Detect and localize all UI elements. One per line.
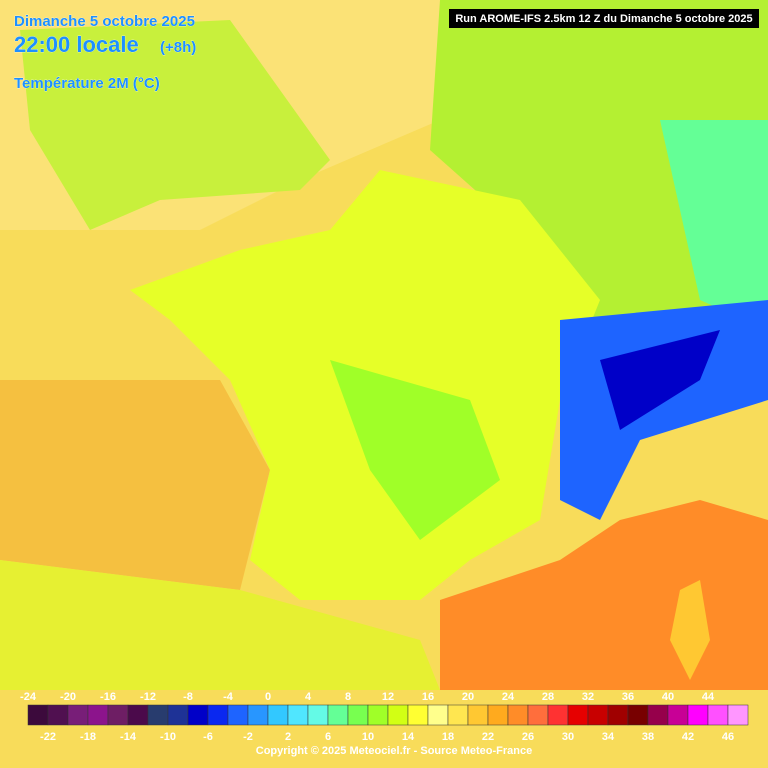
legend-label: -6	[203, 731, 213, 743]
legend-label: 22	[482, 731, 494, 743]
legend-swatch	[407, 704, 429, 726]
legend-label: 14	[402, 731, 415, 743]
legend-label: 46	[722, 731, 734, 743]
legend-swatch	[247, 704, 269, 726]
legend-swatch	[427, 704, 449, 726]
legend-label: 18	[442, 731, 454, 743]
legend-swatch	[587, 704, 609, 726]
legend-swatch	[527, 704, 549, 726]
legend-label: 16	[422, 691, 434, 703]
legend-swatch	[727, 704, 749, 726]
alps-core	[600, 330, 720, 430]
legend-label: 4	[305, 691, 312, 703]
legend-swatch	[227, 704, 249, 726]
legend-swatch	[207, 704, 229, 726]
legend: -24-22-20-18-16-14-12-10-8-6-4-202468101…	[20, 691, 749, 743]
legend-swatch	[67, 704, 89, 726]
corsica	[670, 580, 710, 680]
legend-label: -24	[20, 691, 37, 703]
legend-swatch	[107, 704, 129, 726]
copyright: Copyright © 2025 Meteociel.fr - Source M…	[256, 745, 532, 757]
legend-label: -12	[140, 691, 156, 703]
legend-label: 10	[362, 731, 374, 743]
legend-label: -14	[120, 731, 137, 743]
legend-swatch	[327, 704, 349, 726]
legend-swatch	[687, 704, 709, 726]
legend-swatch	[647, 704, 669, 726]
legend-label: 30	[562, 731, 574, 743]
legend-label: -8	[183, 691, 193, 703]
offset: (+8h)	[160, 39, 196, 56]
legend-label: 6	[325, 731, 331, 743]
legend-label: 38	[642, 731, 654, 743]
legend-label: 8	[345, 691, 351, 703]
legend-swatch	[547, 704, 569, 726]
massif-central	[330, 360, 500, 540]
legend-label: 28	[542, 691, 554, 703]
britain	[20, 20, 330, 230]
legend-label: 26	[522, 731, 534, 743]
legend-label: 12	[382, 691, 394, 703]
legend-label: 40	[662, 691, 674, 703]
run-box	[449, 9, 759, 28]
variable: Température 2M (°C)	[14, 75, 160, 92]
legend-swatch	[187, 704, 209, 726]
europe-north	[430, 0, 768, 330]
legend-swatch	[367, 704, 389, 726]
legend-label: -22	[40, 731, 56, 743]
legend-label: -4	[223, 691, 234, 703]
legend-swatch	[167, 704, 189, 726]
legend-swatch	[447, 704, 469, 726]
legend-swatch	[667, 704, 689, 726]
spain	[0, 560, 440, 690]
legend-label: 24	[502, 691, 515, 703]
legend-label: 2	[285, 731, 291, 743]
legend-label: 0	[265, 691, 271, 703]
legend-swatch	[287, 704, 309, 726]
legend-swatch	[487, 704, 509, 726]
legend-label: 32	[582, 691, 594, 703]
legend-label: 36	[622, 691, 634, 703]
date-title: Dimanche 5 octobre 2025	[14, 13, 195, 30]
legend-swatch	[627, 704, 649, 726]
legend-label: 44	[702, 691, 715, 703]
legend-label: -18	[80, 731, 96, 743]
legend-swatch	[387, 704, 409, 726]
legend-swatch	[87, 704, 109, 726]
legend-swatch	[47, 704, 69, 726]
alps	[560, 300, 768, 520]
legend-label: -20	[60, 691, 76, 703]
legend-label: -2	[243, 731, 253, 743]
legend-swatch	[27, 704, 49, 726]
atlantic	[0, 380, 270, 590]
legend-label: 42	[682, 731, 694, 743]
legend-swatch	[267, 704, 289, 726]
legend-label: 20	[462, 691, 474, 703]
legend-swatch	[607, 704, 629, 726]
legend-label: -10	[160, 731, 176, 743]
time-title: 22:00 locale	[14, 32, 139, 57]
legend-label: -16	[100, 691, 116, 703]
legend-swatch	[307, 704, 329, 726]
legend-swatch	[567, 704, 589, 726]
legend-label: 34	[602, 731, 615, 743]
legend-swatch	[127, 704, 149, 726]
legend-swatch	[147, 704, 169, 726]
legend-swatch	[707, 704, 729, 726]
legend-swatch	[507, 704, 529, 726]
legend-swatch	[467, 704, 489, 726]
germany-cool	[660, 120, 768, 330]
run-info: Run AROME-IFS 2.5km 12 Z du Dimanche 5 o…	[455, 13, 752, 25]
legend-swatch	[347, 704, 369, 726]
